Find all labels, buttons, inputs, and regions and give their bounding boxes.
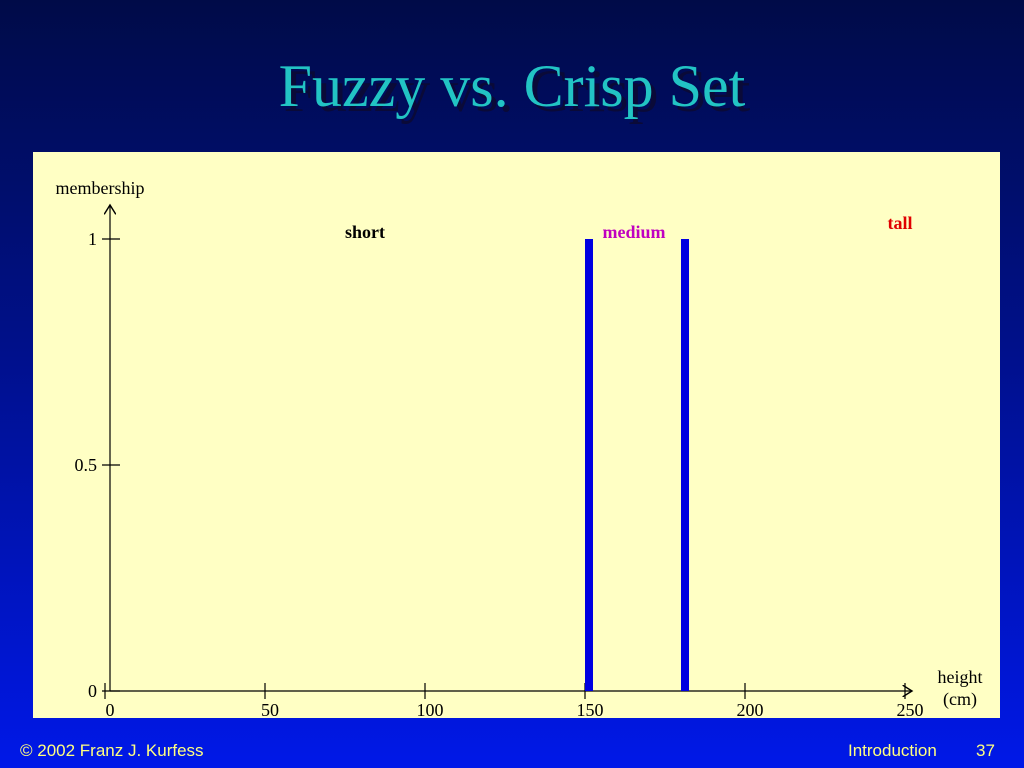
copyright: © 2002 Franz J. Kurfess [20,741,204,760]
page-number: 37 [976,741,995,760]
crisp-boundary [585,239,593,691]
x-tick-label: 200 [737,700,764,720]
x-tick-label: 50 [261,700,279,720]
section: Introduction [848,741,937,760]
chart-panel [33,152,1000,718]
x-tick-label: 150 [577,700,604,720]
x-tick-label: 250 [897,700,924,720]
x-tick-label: 0 [106,700,115,720]
crisp-boundary [681,239,689,691]
x-tick-label: 100 [417,700,444,720]
y-tick-label: 0 [88,681,97,701]
region-label: medium [603,222,666,242]
y-axis-label: membership [56,178,145,198]
region-label: tall [888,213,913,233]
region-label: short [345,222,385,242]
x-axis-label: height (cm) [937,667,983,709]
y-tick-label: 0.5 [75,455,98,475]
slide-title: Fuzzy vs. Crisp Set [278,53,746,119]
y-tick-label: 1 [88,229,97,249]
